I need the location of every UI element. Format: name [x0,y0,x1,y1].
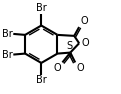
Text: Br: Br [36,75,47,85]
Text: O: O [80,16,88,26]
Text: O: O [76,63,84,73]
Text: Br: Br [2,29,13,39]
Text: Br: Br [2,50,13,60]
Text: O: O [54,63,61,73]
Text: O: O [81,38,89,48]
Text: S: S [66,41,72,51]
Text: Br: Br [36,3,47,13]
